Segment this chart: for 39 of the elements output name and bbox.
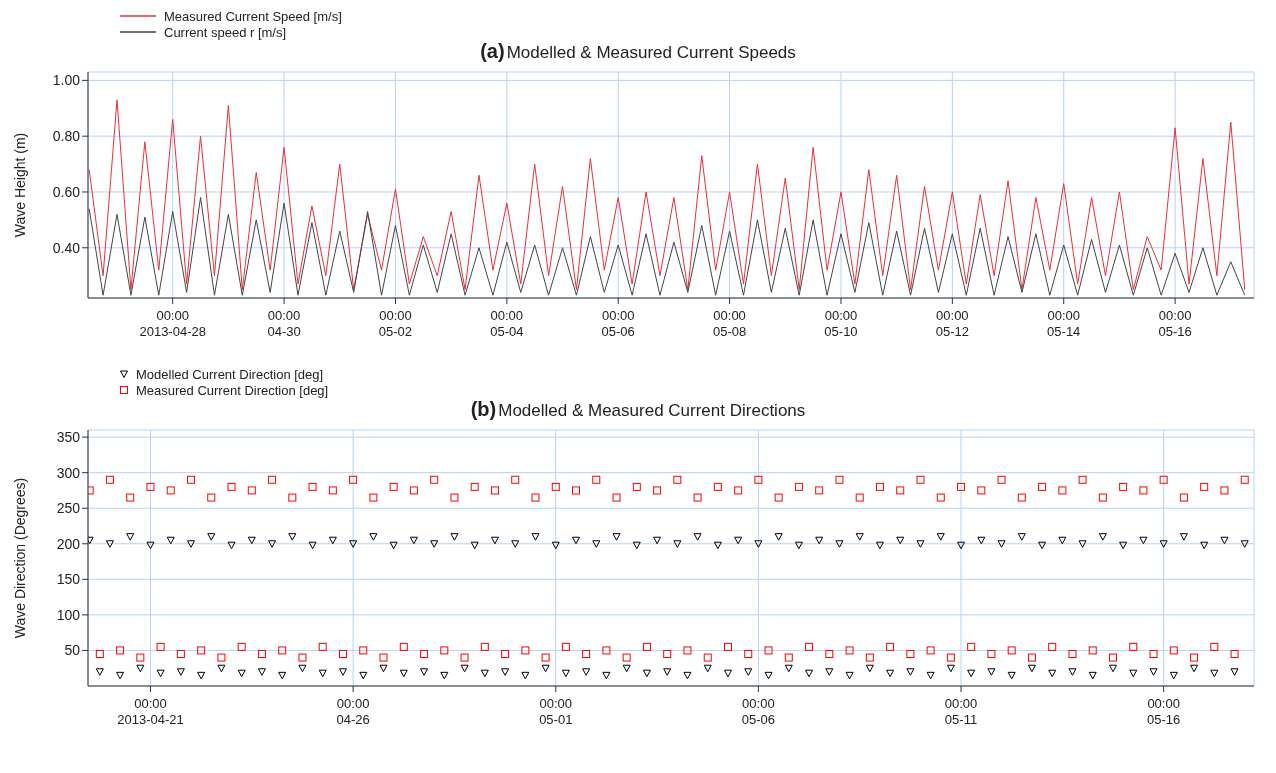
x-tick-label: 00:00 05-01 <box>539 696 573 727</box>
x-tick-label: 00:00 05-14 <box>1047 308 1081 339</box>
x-tick-label: 00:00 05-10 <box>824 308 858 339</box>
x-tick-label: 00:00 05-02 <box>378 308 413 339</box>
y-tick-label: 250 <box>56 500 81 517</box>
line-series <box>88 197 1246 296</box>
y-tick-label: 350 <box>56 429 81 446</box>
y-axis-title: Wave Height (m) <box>11 132 28 238</box>
x-tick-label: 00:00 05-06 <box>741 696 776 727</box>
y-tick-label: 200 <box>56 535 81 552</box>
y-axis-title: Wave Direction (Degrees) <box>11 477 28 639</box>
y-tick-label: 1.00 <box>52 72 81 89</box>
x-tick-label: 00:00 04-26 <box>336 696 370 727</box>
y-tick-label: 100 <box>56 606 81 623</box>
legend-label: Measured Current Direction [deg] <box>136 382 329 398</box>
y-tick-label: 300 <box>56 464 81 481</box>
x-tick-label: 00:00 05-16 <box>1147 696 1181 727</box>
x-tick-label: 00:00 05-11 <box>944 696 978 727</box>
text: (a) <box>480 40 505 62</box>
x-tick-label: 00:00 2013-04-28 <box>139 308 206 339</box>
y-tick-label: 0.60 <box>52 183 81 200</box>
x-tick-label: 00:00 04-30 <box>267 308 301 339</box>
text: (b) <box>470 398 497 420</box>
chart-title: Modelled & Measured Current Directions <box>498 401 806 420</box>
legend-label: Modelled Current Direction [deg] <box>136 366 324 382</box>
y-tick-label: 0.40 <box>52 239 81 256</box>
y-tick-label: 0.80 <box>52 128 81 145</box>
x-tick-label: 00:00 05-08 <box>712 308 747 339</box>
chart-title: Modelled & Measured Current Speeds <box>506 43 796 62</box>
x-tick-label: 00:00 05-12 <box>935 308 969 339</box>
x-tick-label: 00:00 05-16 <box>1158 308 1192 339</box>
line-series <box>88 99 1246 291</box>
legend-label: Current speed r [m/s] <box>164 24 287 40</box>
y-tick-label: 50 <box>64 642 81 659</box>
x-tick-label: 00:00 05-06 <box>601 308 635 339</box>
x-tick-label: 00:00 2013-04-21 <box>117 696 184 727</box>
y-tick-label: 150 <box>56 571 81 588</box>
legend-label: Measured Current Speed [m/s] <box>164 8 342 24</box>
x-tick-label: 00:00 05-04 <box>490 308 524 339</box>
